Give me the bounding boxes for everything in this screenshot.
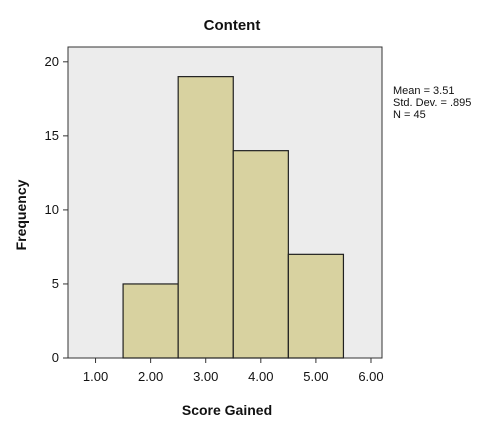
bars-layer xyxy=(122,76,345,359)
histogram-bar-4 xyxy=(287,253,345,359)
x-tick-label: 5.00 xyxy=(303,369,328,384)
y-tick-label: 0 xyxy=(52,350,59,365)
histogram-bar-2 xyxy=(177,76,234,359)
chart-title: Content xyxy=(204,17,261,34)
y-axis-label: Frequency xyxy=(13,179,29,250)
y-tick-label: 10 xyxy=(45,202,59,217)
n-stat: N = 45 xyxy=(393,109,426,121)
x-tick-label: 2.00 xyxy=(138,369,163,384)
y-tick-label: 20 xyxy=(45,54,59,69)
mean-stat: Mean = 3.51 xyxy=(393,85,454,97)
x-tick-label: 4.00 xyxy=(248,369,273,384)
x-tick-label: 6.00 xyxy=(358,369,383,384)
x-axis-label: Score Gained xyxy=(182,402,272,418)
stats-box: Mean = 3.51 Std. Dev. = .895 N = 45 xyxy=(393,85,471,121)
x-tick-label: 1.00 xyxy=(83,369,108,384)
histogram-bar-1 xyxy=(122,283,179,359)
y-ticks-layer: 0 5 10 15 20 xyxy=(45,54,68,365)
x-ticks-layer: 1.00 2.00 3.00 4.00 5.00 6.00 xyxy=(83,358,384,384)
y-tick-label: 15 xyxy=(45,128,59,143)
std-dev-stat: Std. Dev. = .895 xyxy=(393,97,471,109)
y-tick-label: 5 xyxy=(52,276,59,291)
x-tick-label: 3.00 xyxy=(193,369,218,384)
histogram-bar-3 xyxy=(232,150,289,359)
